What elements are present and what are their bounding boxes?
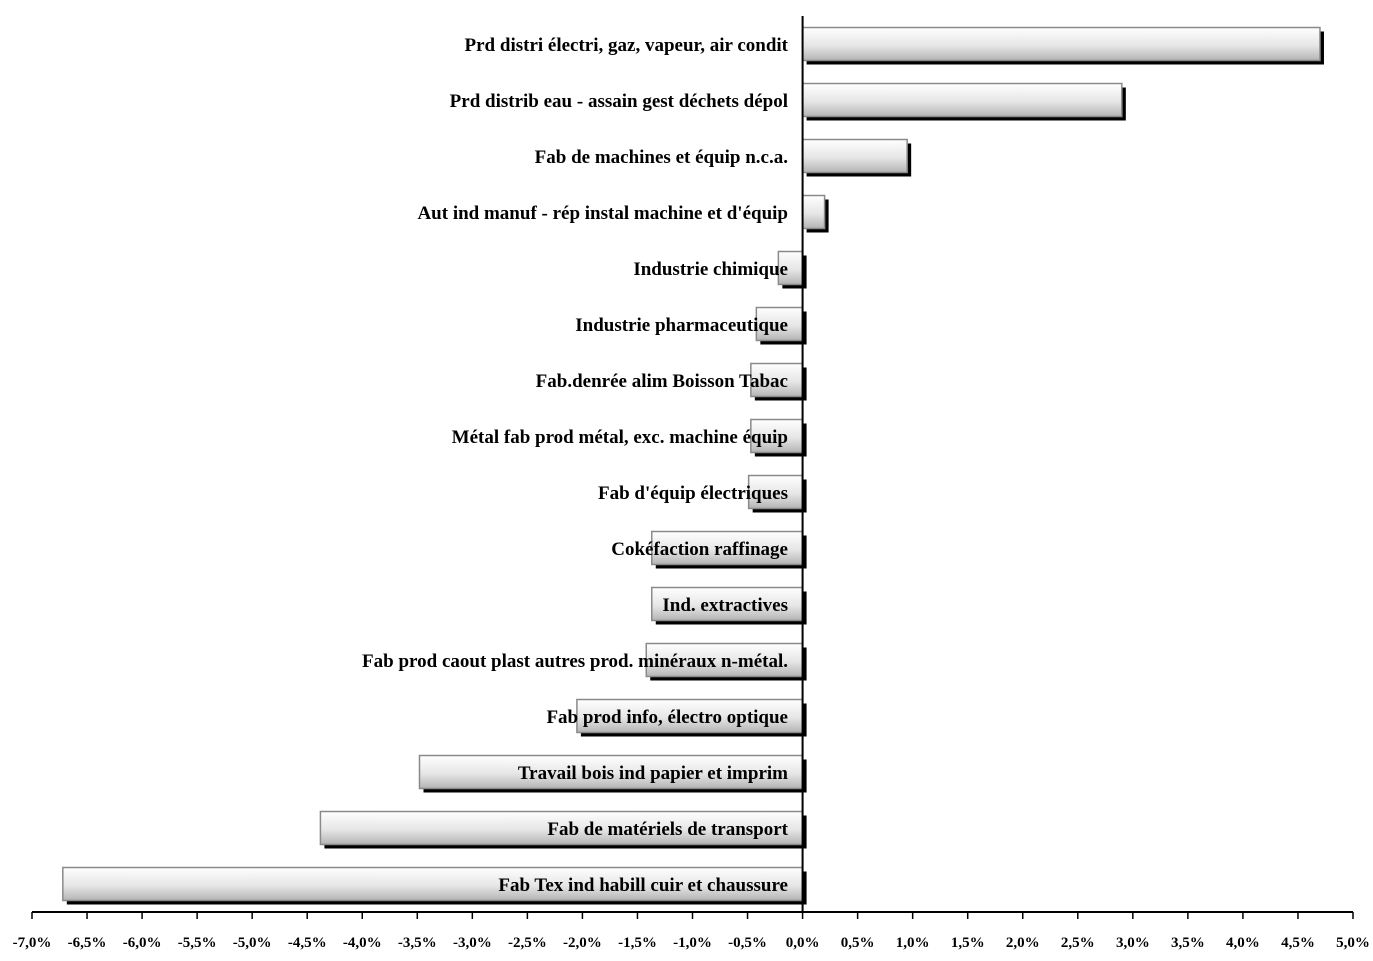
bar [801, 82, 1123, 118]
bar [576, 698, 804, 734]
x-tick-label: 3,0% [1116, 935, 1150, 951]
bar [651, 530, 804, 566]
bar [755, 306, 804, 342]
x-tick-label: 2,5% [1061, 935, 1095, 951]
bar [62, 866, 804, 902]
category-label: Travail bois ind papier et imprim [518, 763, 788, 784]
category-label: Fab.denrée alim Boisson Tabac [536, 371, 788, 392]
category-label: Fab Tex ind habill cuir et chaussure [498, 875, 788, 896]
x-tick-label: -2,0% [563, 935, 602, 951]
category-labels: Prd distri électri, gaz, vapeur, air con… [362, 35, 789, 896]
bar [801, 194, 826, 230]
category-label: Ind. extractives [662, 595, 788, 616]
x-tick-label: -6,5% [68, 935, 107, 951]
x-tick-label: -4,0% [343, 935, 382, 951]
axes: -7,0% -6,5% -6,0% -5,5% -5,0% -4,5% -4,0% -3,5%… [13, 16, 1370, 951]
category-label: Fab de machines et équip n.c.a. [535, 147, 788, 168]
bar [750, 362, 804, 398]
category-label: Fab prod caout plast autres prod. minéra… [362, 651, 788, 672]
category-label: Prd distrib eau - assain gest déchets dé… [450, 91, 788, 112]
category-label: Prd distri électri, gaz, vapeur, air con… [465, 35, 789, 56]
category-label: Cokéfaction raffinage [611, 539, 788, 560]
category-label: Industrie chimique [633, 259, 788, 280]
x-tick-label: 5,0% [1336, 935, 1370, 951]
bar [801, 26, 1321, 62]
x-tick-label: 1,0% [896, 935, 930, 951]
category-label: Aut ind manuf - rép instal machine et d'… [417, 203, 788, 224]
bar [418, 754, 804, 790]
x-tick-label: -5,0% [233, 935, 272, 951]
category-label: Fab prod info, électro optique [546, 707, 788, 728]
category-label: Industrie pharmaceutique [575, 315, 788, 336]
x-tick-label: 2,0% [1006, 935, 1040, 951]
x-tick-label: -1,5% [618, 935, 657, 951]
x-tick-label: -5,5% [178, 935, 217, 951]
x-tick-label: -0,5% [728, 935, 767, 951]
bar [645, 642, 804, 678]
x-tick-label: 3,5% [1171, 935, 1205, 951]
x-tick-label: -3,5% [398, 935, 437, 951]
category-label: Fab de matériels de transport [547, 819, 788, 840]
bar [801, 138, 908, 174]
x-tick-label: -3,0% [453, 935, 492, 951]
x-tick-label: -7,0% [13, 935, 52, 951]
x-tick-label: 4,0% [1226, 935, 1260, 951]
x-tick-label: -4,5% [288, 935, 327, 951]
x-tick-label: 0,0% [786, 935, 820, 951]
x-tick-label: -2,5% [508, 935, 547, 951]
bar [777, 250, 804, 286]
x-tick-label: 4,5% [1281, 935, 1315, 951]
category-label: Métal fab prod métal, exc. machine équip [452, 427, 788, 448]
bars [62, 26, 1321, 902]
x-tick-label: 0,5% [841, 935, 875, 951]
category-label: Fab d'équip électriques [598, 483, 788, 504]
x-tick-label: -6,0% [123, 935, 162, 951]
x-tick-label: 1,5% [951, 935, 985, 951]
x-tick-label: -1,0% [673, 935, 712, 951]
bar [651, 586, 804, 622]
